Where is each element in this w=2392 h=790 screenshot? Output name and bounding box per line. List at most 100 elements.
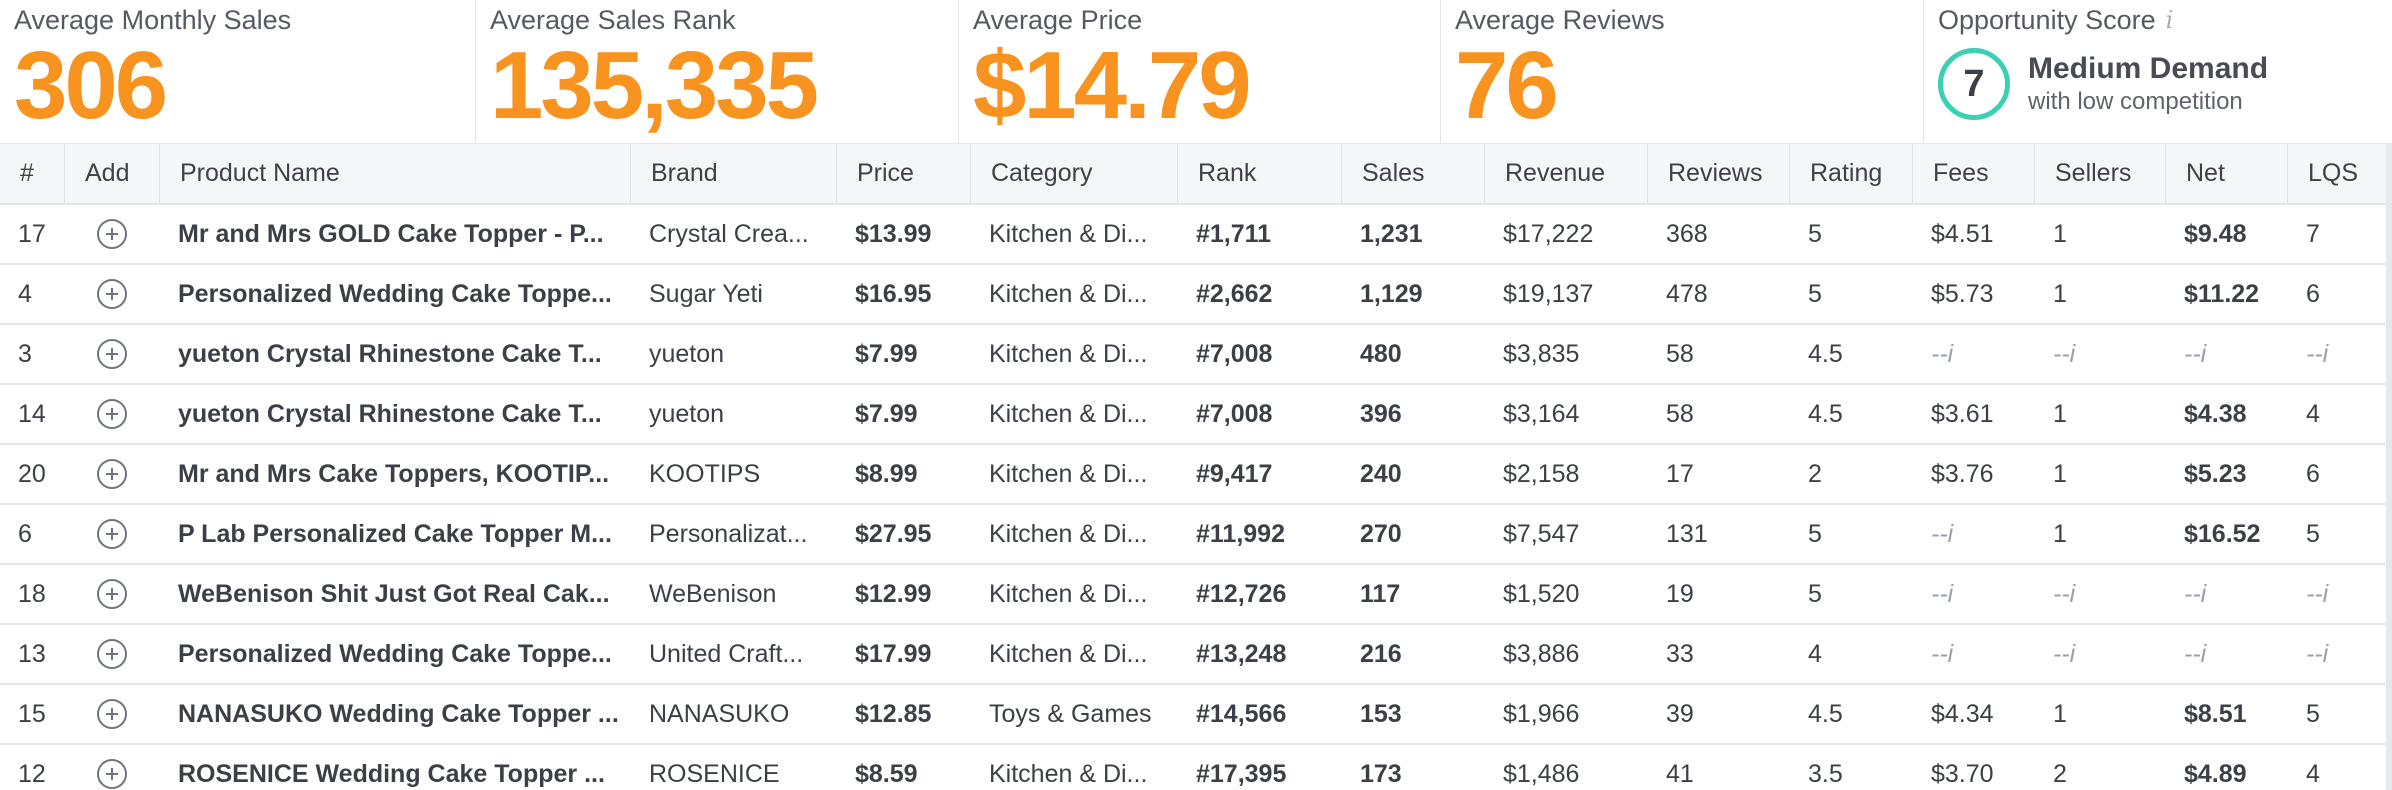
cell-reviews: 33 [1666, 639, 1694, 668]
plus-circle-icon[interactable] [97, 759, 127, 789]
cell-product-name[interactable]: WeBenison Shit Just Got Real Cak... [178, 579, 610, 608]
cell-category: Kitchen & Di... [989, 759, 1148, 788]
stat-avg-reviews: Average Reviews 76 [1441, 0, 1924, 143]
plus-circle-icon[interactable] [97, 579, 127, 609]
cell-brand: ROSENICE [649, 759, 780, 788]
plus-circle-icon[interactable] [97, 399, 127, 429]
cell-product-name[interactable]: P Lab Personalized Cake Topper M... [178, 519, 612, 548]
cell-brand: KOOTIPS [649, 459, 761, 488]
cell-fees: --i [1931, 639, 1954, 668]
plus-circle-icon[interactable] [97, 279, 127, 309]
cell-row-number: 14 [18, 399, 46, 428]
add-cell [65, 325, 160, 383]
cell-lqs: 5 [2306, 699, 2320, 728]
cell-rating: 5 [1808, 279, 1822, 308]
column-header-product-name[interactable]: Product Name [160, 144, 631, 203]
cell-brand: WeBenison [649, 579, 777, 608]
stat-opportunity-score: Opportunity Score i 7 Medium Demand with… [1924, 0, 2392, 143]
table-scrollbar[interactable] [2386, 143, 2392, 790]
cell-revenue: $3,886 [1503, 639, 1580, 668]
cell-lqs: 6 [2306, 459, 2320, 488]
cell-rating: 5 [1808, 579, 1822, 608]
cell-rating: 4.5 [1808, 399, 1843, 428]
cell-category: Kitchen & Di... [989, 279, 1148, 308]
cell-reviews: 41 [1666, 759, 1694, 788]
table-row[interactable]: 18 WeBenison Shit Just Got Real Cak... WeB… [0, 565, 2386, 625]
table-row[interactable]: 14 yueton Crystal Rhinestone Cake T... yue… [0, 385, 2386, 445]
info-icon[interactable]: i [2165, 6, 2174, 34]
column-header-sales[interactable]: Sales [1342, 144, 1485, 203]
cell-revenue: $1,520 [1503, 579, 1580, 608]
column-header-category[interactable]: Category [971, 144, 1178, 203]
cell-row-number: 6 [18, 519, 32, 548]
cell-revenue: $7,547 [1503, 519, 1580, 548]
table-row[interactable]: 17 Mr and Mrs GOLD Cake Topper - P... Crys… [0, 205, 2386, 265]
cell-product-name[interactable]: yueton Crystal Rhinestone Cake T... [178, 399, 602, 428]
stats-bar: Average Monthly Sales 306 Average Sales … [0, 0, 2392, 143]
cell-fees: $4.51 [1931, 219, 1994, 248]
plus-circle-icon[interactable] [97, 459, 127, 489]
column-header-net[interactable]: Net [2166, 144, 2288, 203]
table-header: # Add Product Name Brand Price Category … [0, 143, 2386, 205]
table-row[interactable]: 3 yueton Crystal Rhinestone Cake T... yuet… [0, 325, 2386, 385]
table-row[interactable]: 20 Mr and Mrs Cake Toppers, KOOTIP... KOOT… [0, 445, 2386, 505]
cell-fees: $4.34 [1931, 699, 1994, 728]
column-header-reviews[interactable]: Reviews [1648, 144, 1790, 203]
column-header-rank[interactable]: Rank [1178, 144, 1342, 203]
cell-rating: 4 [1808, 639, 1822, 668]
table-row[interactable]: 13 Personalized Wedding Cake Toppe... Unit… [0, 625, 2386, 685]
cell-product-name[interactable]: Personalized Wedding Cake Toppe... [178, 639, 612, 668]
column-header-sellers[interactable]: Sellers [2035, 144, 2166, 203]
cell-sales: 396 [1360, 399, 1402, 428]
table-row[interactable]: 6 P Lab Personalized Cake Topper M... Pers… [0, 505, 2386, 565]
column-header-price[interactable]: Price [837, 144, 971, 203]
column-header-add[interactable]: Add [65, 144, 160, 203]
cell-rating: 3.5 [1808, 759, 1843, 788]
cell-reviews: 58 [1666, 399, 1694, 428]
cell-sales: 153 [1360, 699, 1402, 728]
cell-net: --i [2184, 579, 2207, 608]
plus-circle-icon[interactable] [97, 219, 127, 249]
cell-row-number: 13 [18, 639, 46, 668]
column-header-brand[interactable]: Brand [631, 144, 837, 203]
plus-circle-icon[interactable] [97, 519, 127, 549]
column-header-revenue[interactable]: Revenue [1485, 144, 1648, 203]
cell-rank: #7,008 [1196, 399, 1273, 428]
table-row[interactable]: 4 Personalized Wedding Cake Toppe... Sugar… [0, 265, 2386, 325]
plus-circle-icon[interactable] [97, 699, 127, 729]
cell-sellers: --i [2053, 339, 2076, 368]
cell-product-name[interactable]: NANASUKO Wedding Cake Topper ... [178, 699, 619, 728]
cell-sellers: 1 [2053, 459, 2067, 488]
cell-product-name[interactable]: ROSENICE Wedding Cake Topper ... [178, 759, 605, 788]
column-header-number[interactable]: # [0, 144, 65, 203]
cell-rank: #13,248 [1196, 639, 1287, 668]
stat-label: Opportunity Score [1938, 5, 2156, 35]
cell-sellers: --i [2053, 639, 2076, 668]
stat-label: Average Monthly Sales [14, 5, 292, 35]
competition-level: with low competition [2028, 88, 2243, 115]
cell-product-name[interactable]: yueton Crystal Rhinestone Cake T... [178, 339, 602, 368]
cell-net: $8.51 [2184, 699, 2247, 728]
table-row[interactable]: 12 ROSENICE Wedding Cake Topper ... ROSENI… [0, 745, 2386, 790]
cell-category: Kitchen & Di... [989, 399, 1148, 428]
stat-value: 135,335 [490, 32, 819, 139]
cell-rank: #14,566 [1196, 699, 1287, 728]
column-header-fees[interactable]: Fees [1913, 144, 2035, 203]
plus-circle-icon[interactable] [97, 639, 127, 669]
column-header-rating[interactable]: Rating [1790, 144, 1913, 203]
cell-product-name[interactable]: Mr and Mrs GOLD Cake Topper - P... [178, 219, 604, 248]
stat-avg-monthly-sales: Average Monthly Sales 306 [0, 0, 476, 143]
plus-circle-icon[interactable] [97, 339, 127, 369]
cell-net: $4.38 [2184, 399, 2247, 428]
cell-rank: #17,395 [1196, 759, 1287, 788]
cell-fees: $5.73 [1931, 279, 1994, 308]
cell-price: $8.59 [855, 759, 918, 788]
cell-product-name[interactable]: Personalized Wedding Cake Toppe... [178, 279, 612, 308]
cell-rank: #9,417 [1196, 459, 1273, 488]
cell-product-name[interactable]: Mr and Mrs Cake Toppers, KOOTIP... [178, 459, 610, 488]
table-row[interactable]: 15 NANASUKO Wedding Cake Topper ... NANASU… [0, 685, 2386, 745]
cell-price: $17.99 [855, 639, 932, 668]
cell-lqs: --i [2306, 579, 2329, 608]
cell-category: Kitchen & Di... [989, 219, 1148, 248]
column-header-lqs[interactable]: LQS [2308, 159, 2359, 187]
